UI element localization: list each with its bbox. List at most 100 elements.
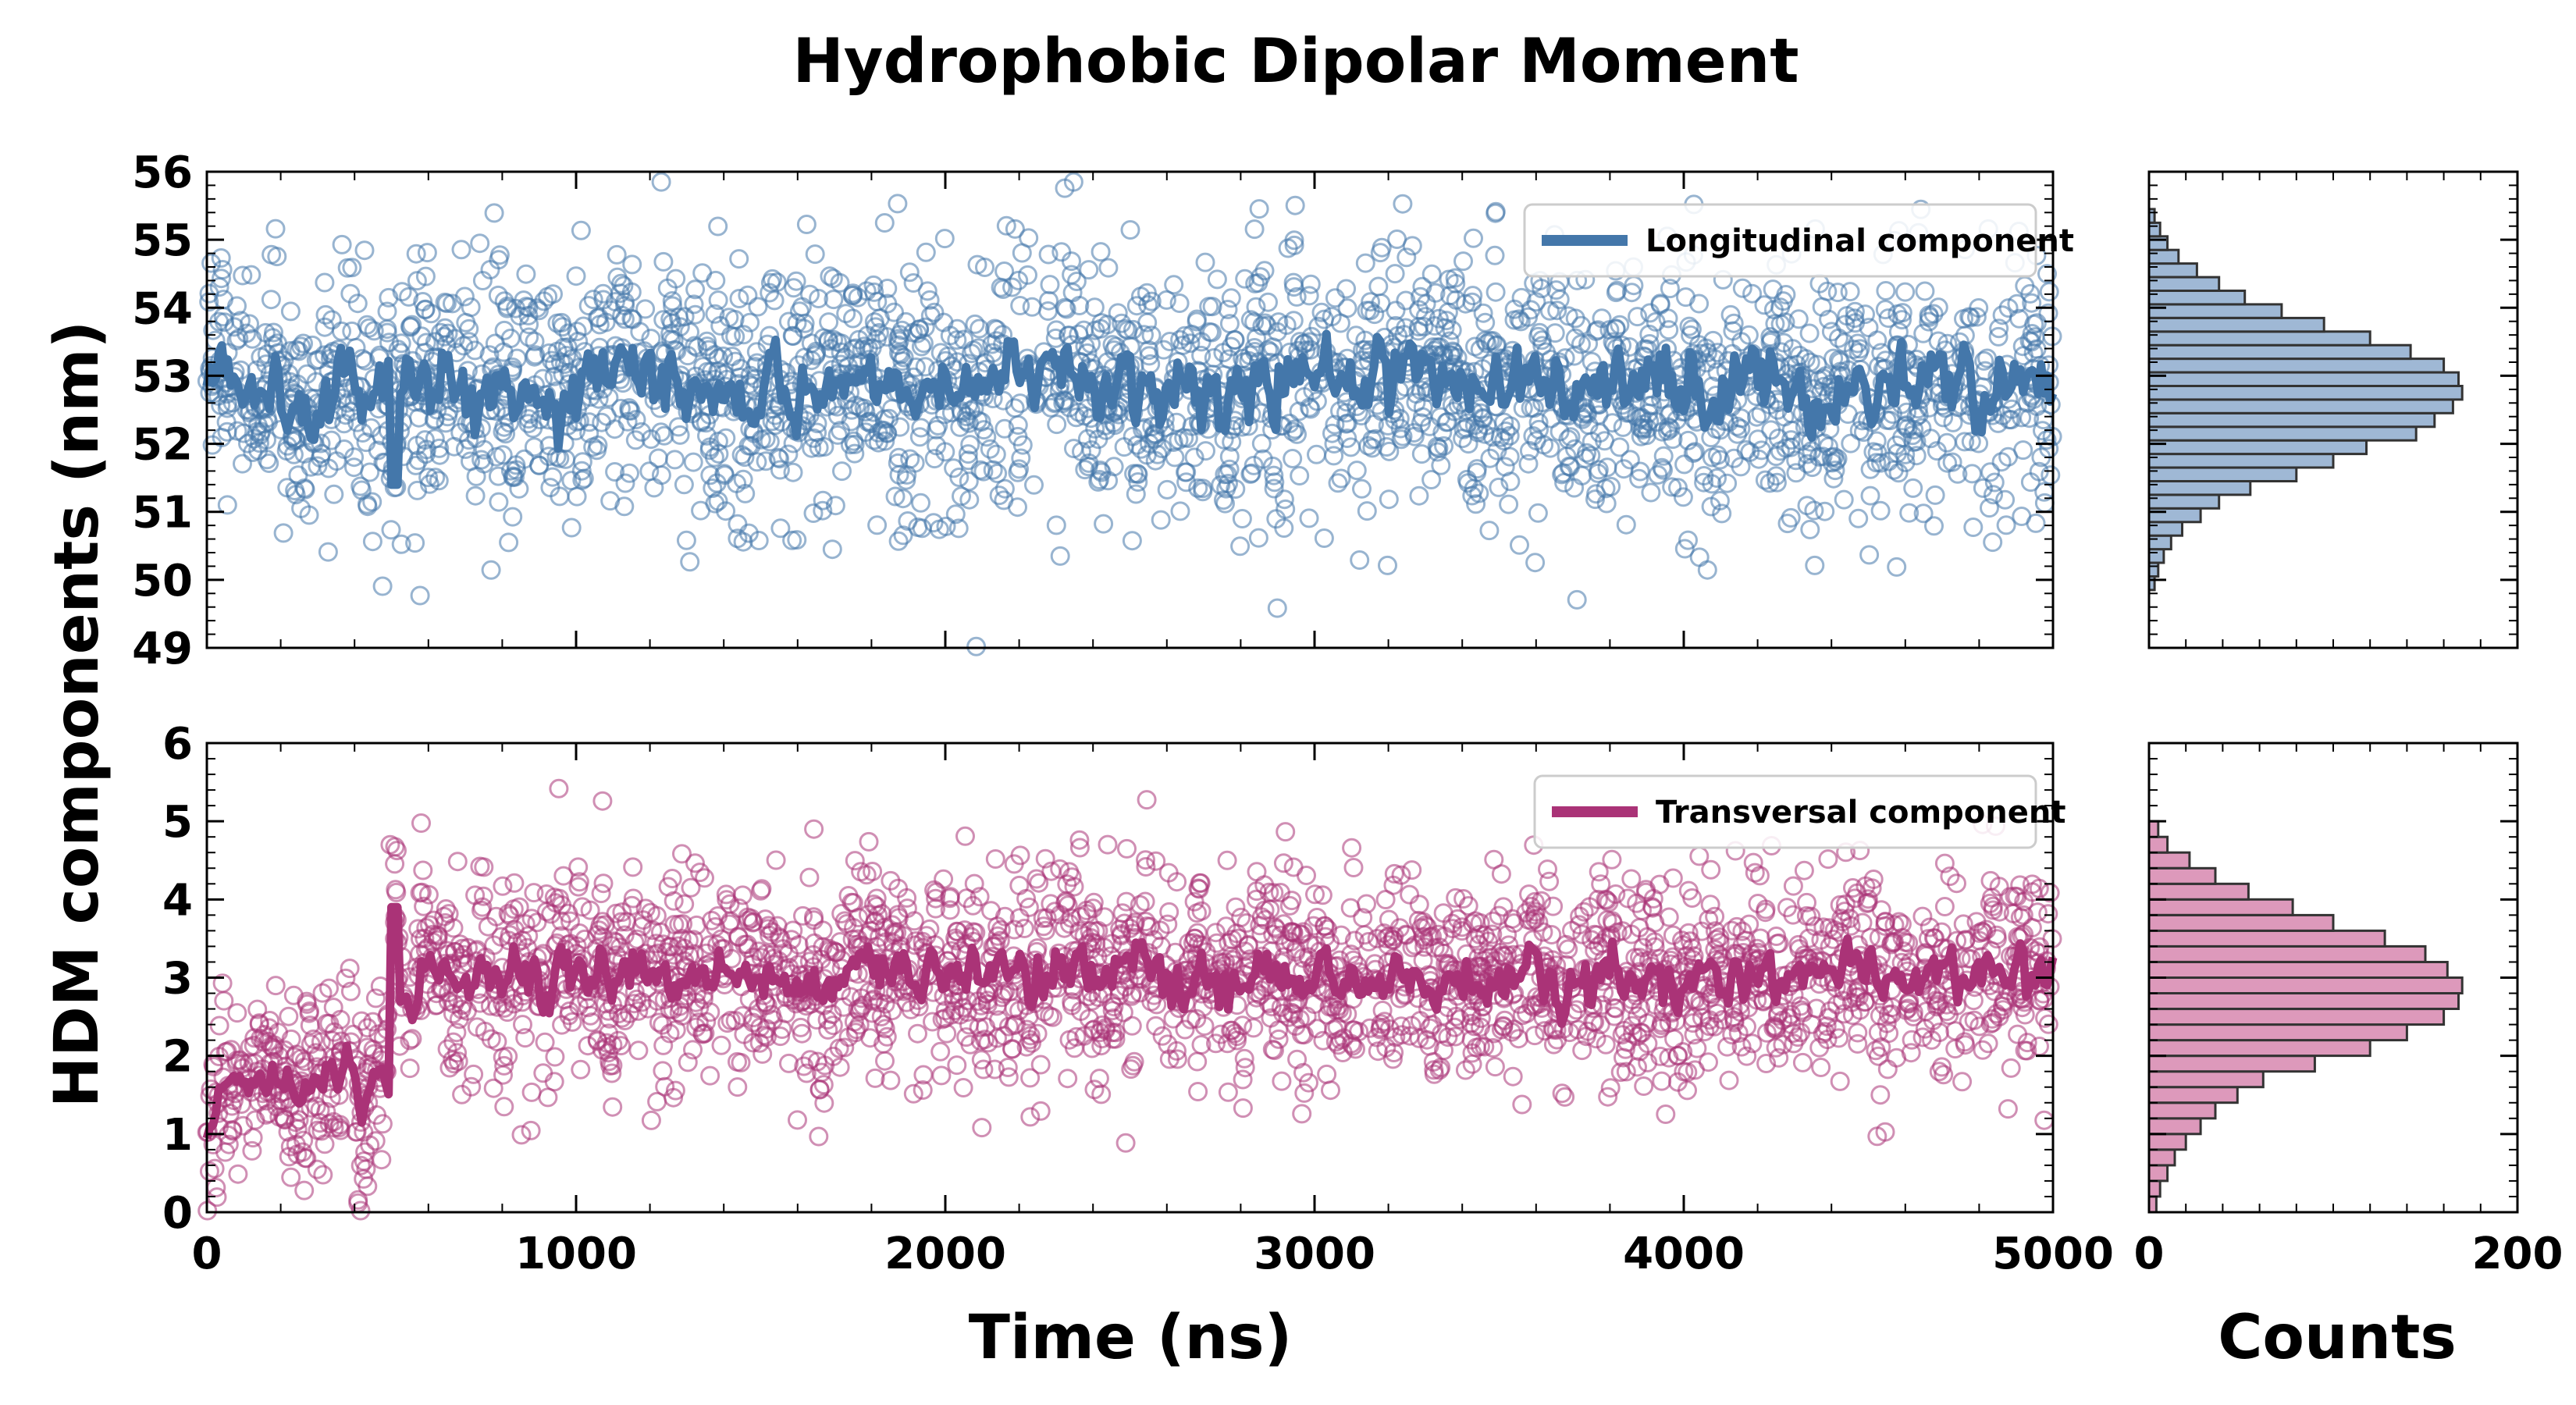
scatter-point — [493, 876, 513, 896]
scatter-point — [1788, 309, 1809, 329]
scatter-point — [882, 399, 902, 419]
scatter-point — [809, 438, 829, 457]
scatter-point — [354, 240, 375, 261]
scatter-point — [903, 367, 923, 387]
scatter-point — [949, 468, 970, 487]
scatter-point — [1547, 301, 1567, 321]
scatter-point — [905, 453, 925, 473]
scatter-point — [544, 354, 564, 374]
scatter-point — [1988, 326, 2008, 347]
scatter-point — [567, 486, 587, 507]
scatter-point — [728, 1077, 748, 1097]
scatter-point — [1169, 293, 1190, 313]
scatter-point — [1058, 1069, 1078, 1089]
scatter-point — [1290, 466, 1310, 486]
scatter-point — [710, 315, 731, 336]
histogram-bar — [2147, 548, 2165, 564]
histogram-bar — [2147, 561, 2160, 578]
scatter-point — [1496, 422, 1516, 441]
scatter-point — [1251, 433, 1272, 454]
scatter-point — [1966, 307, 1987, 327]
scatter-point — [1629, 468, 1649, 489]
scatter-point — [322, 430, 342, 450]
histogram-bar — [2147, 316, 2325, 333]
scatter-point — [768, 447, 788, 468]
scatter-point — [818, 1019, 838, 1040]
scatter-point — [889, 464, 909, 485]
scatter-point — [1538, 859, 1557, 880]
scatter-point — [888, 531, 909, 551]
scatter-point — [674, 894, 695, 914]
scatter-point — [1409, 895, 1429, 915]
scatter-point — [591, 884, 611, 904]
scatter-point — [1656, 1104, 1676, 1124]
scatter-point — [644, 478, 664, 498]
scatter-point — [503, 507, 523, 527]
scatter-point — [344, 457, 364, 478]
scatter-point — [1659, 417, 1678, 437]
scatter-point — [1659, 320, 1679, 340]
scatter-point — [1276, 822, 1296, 842]
scatter-point — [1289, 401, 1309, 422]
scatter-point — [706, 270, 726, 290]
scatter-point — [1292, 1104, 1312, 1124]
scatter-point — [425, 468, 446, 488]
scatter-point — [1678, 530, 1698, 550]
scatter-point — [735, 447, 755, 468]
scatter-point — [470, 233, 490, 254]
scatter-point — [1307, 444, 1326, 464]
scatter-point — [1112, 313, 1132, 333]
scatter-point — [1755, 470, 1775, 490]
scatter-point — [670, 425, 690, 445]
histogram-bar — [2147, 480, 2252, 496]
histogram-bar — [2147, 521, 2183, 537]
scatter-point — [1887, 557, 1907, 577]
histogram-bar — [2147, 371, 2460, 388]
scatter-point — [1014, 919, 1034, 938]
scatter-point — [734, 325, 754, 345]
histogram-bar — [2147, 534, 2172, 551]
scatter-point — [825, 496, 845, 516]
scatter-point — [566, 266, 586, 286]
scatter-point — [1328, 473, 1348, 493]
scatter-point — [265, 219, 286, 239]
scatter-point — [1226, 479, 1246, 499]
scatter-point — [1739, 914, 1759, 934]
scatter-point — [1464, 228, 1483, 248]
scatter-point — [1877, 1059, 1898, 1080]
scatter-point — [1128, 472, 1148, 492]
scatter-point — [1184, 447, 1204, 468]
scatter-point — [1352, 478, 1372, 499]
scatter-point — [279, 1006, 299, 1026]
scatter-point — [684, 294, 704, 315]
scatter-point — [1823, 468, 1844, 489]
scatter-point — [1249, 199, 1269, 219]
scatter-point — [996, 215, 1016, 236]
scatter-point — [1188, 1082, 1208, 1101]
scatter-point — [1843, 878, 1863, 898]
scatter-point — [1045, 328, 1066, 348]
scatter-point — [579, 412, 600, 432]
scatter-point — [1378, 555, 1397, 575]
scatter-point — [1485, 1057, 1505, 1077]
scatter-point — [1397, 247, 1417, 268]
scatter-point — [1875, 350, 1895, 371]
scatter-point — [322, 310, 342, 330]
scatter-point — [787, 313, 807, 333]
scatter-point — [680, 552, 700, 572]
scatter-point — [1998, 1099, 2018, 1119]
scatter-point — [1379, 441, 1400, 461]
scatter-point — [799, 867, 820, 887]
y-tick-label: 49 — [132, 624, 193, 674]
scatter-point — [831, 342, 851, 362]
scatter-point — [674, 307, 695, 327]
scatter-point — [1226, 897, 1246, 917]
scatter-point — [1467, 459, 1487, 479]
scatter-point — [1697, 560, 1717, 580]
histogram-bar — [2147, 385, 2464, 401]
scatter-point — [1650, 293, 1670, 314]
scatter-point — [628, 1040, 649, 1061]
scatter-point — [770, 460, 790, 480]
histogram-bar — [2147, 330, 2371, 347]
scatter-point — [1634, 1076, 1654, 1096]
